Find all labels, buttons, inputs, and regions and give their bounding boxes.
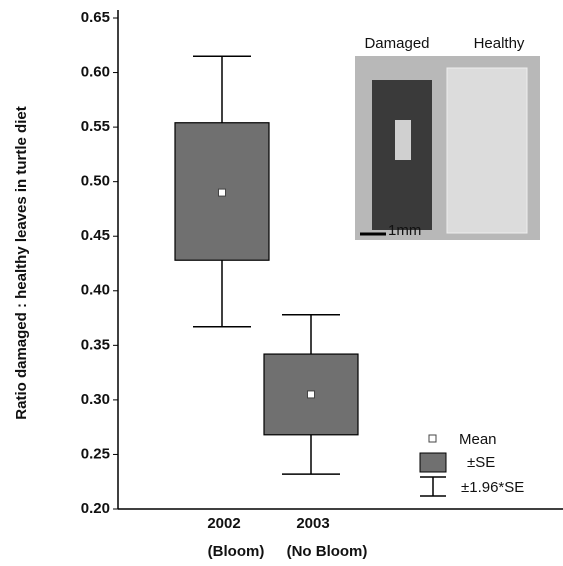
damaged-spot (395, 120, 411, 160)
y-tick-label: 0.45 (81, 227, 110, 244)
legend-se-swatch (419, 452, 447, 473)
y-tick-label: 0.25 (81, 445, 110, 462)
x-category-note: (Bloom) (208, 543, 265, 560)
inset-label: Healthy (474, 35, 525, 52)
y-axis-label: Ratio damaged : healthy leaves in turtle… (13, 106, 30, 419)
inset-photo: 1mm Damaged Healthy (355, 35, 540, 240)
healthy-leaf (446, 67, 528, 234)
legend-label: Mean (459, 431, 497, 448)
y-tick-label: 0.40 (81, 282, 110, 299)
x-tick-label: 2003 (296, 515, 329, 532)
y-tick-label: 0.35 (81, 336, 110, 353)
legend-label: ±1.96*SE (461, 479, 524, 496)
y-tick-label: 0.20 (81, 500, 110, 517)
legend-mean-swatch (428, 434, 437, 443)
mean-marker (307, 390, 315, 399)
y-tick-label: 0.65 (81, 9, 110, 26)
y-tick-label: 0.60 (81, 64, 110, 81)
scale-label: 1mm (388, 222, 421, 239)
legend-label: ±SE (467, 454, 495, 471)
y-tick-label: 0.55 (81, 118, 110, 135)
inset-label: Damaged (364, 35, 429, 52)
y-tick-label: 0.30 (81, 391, 110, 408)
x-tick-label: 2002 (207, 515, 240, 532)
x-category-note: (No Bloom) (287, 543, 368, 560)
y-tick-label: 0.50 (81, 173, 110, 190)
mean-marker (218, 188, 226, 197)
